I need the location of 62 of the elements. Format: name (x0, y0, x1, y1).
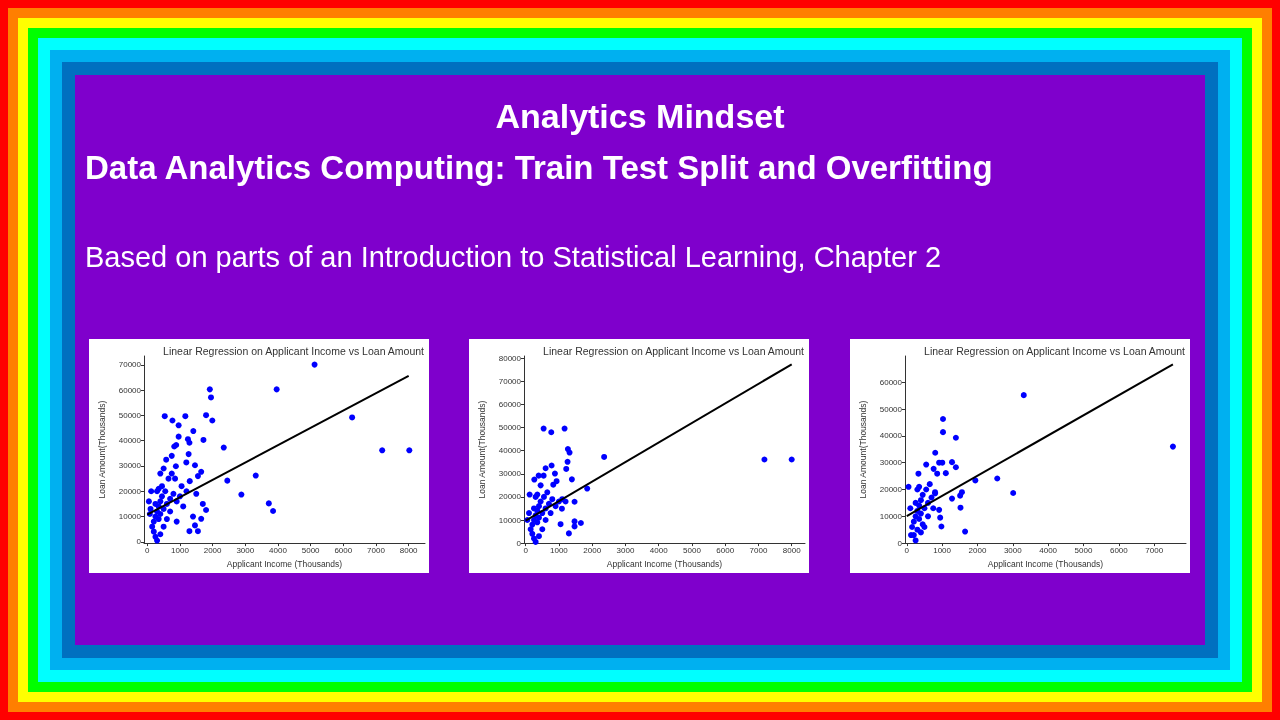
x-tick-label: 2000 (583, 545, 602, 555)
text: Data Analytics Computing: Train Test Split and Overfitting (85, 149, 993, 187)
x-tick-label: 5000 (683, 545, 702, 555)
y-tick-label: 30000 (879, 458, 903, 468)
y-tick-label: 0 (136, 537, 142, 547)
y-tick-label: 10000 (118, 512, 142, 522)
y-tick-label: 20000 (118, 486, 142, 496)
y-tick-label: 30000 (118, 461, 142, 471)
y-axis-title: Loan Amount(Thousands) (857, 400, 868, 499)
x-tick-label: 5000 (301, 545, 321, 555)
x-tick-label: 8000 (782, 545, 802, 555)
x-tick-label: 1000 (171, 545, 190, 555)
chart-title: Linear Regression on Applicant Income vs Loan Amount (543, 344, 805, 357)
text: Analytics Mindset (494, 97, 786, 136)
y-tick-label: 10000 (879, 511, 903, 521)
x-axis-title: Applicant Income (Thousands) (226, 558, 343, 569)
y-tick-label: 60000 (118, 385, 142, 395)
x-tick-label: 1000 (933, 545, 952, 555)
x-tick-label: 0 (523, 545, 529, 555)
x-tick-label: 3000 (616, 545, 635, 555)
y-tick-label: 70000 (118, 360, 142, 370)
y-tick-label: 60000 (879, 377, 903, 387)
y-tick-label: 0 (516, 538, 522, 548)
x-tick-label: 0 (904, 545, 910, 555)
x-tick-label: 8000 (399, 545, 419, 555)
x-tick-label: 2000 (203, 545, 223, 555)
x-tick-label: 0 (145, 545, 151, 555)
y-tick-label: 80000 (498, 353, 522, 363)
y-tick-label: 40000 (498, 446, 522, 456)
chart-title: Linear Regression on Applicant Income vs Loan Amount (163, 344, 425, 357)
y-tick-label: 60000 (498, 400, 522, 410)
y-tick-label: 30000 (498, 469, 522, 479)
y-tick-label: 50000 (879, 404, 903, 414)
y-tick-label: 20000 (498, 492, 522, 502)
x-tick-label: 5000 (1074, 545, 1093, 555)
y-tick-label: 50000 (118, 410, 142, 420)
x-axis-title: Applicant Income (Thousands) (987, 558, 1104, 569)
x-axis-title: Applicant Income (Thousands) (606, 558, 723, 569)
y-tick-label: 0 (897, 538, 903, 548)
x-tick-label: 6000 (716, 545, 735, 555)
y-tick-label: 70000 (498, 376, 522, 386)
x-tick-label: 7000 (367, 545, 386, 555)
x-tick-label: 6000 (334, 545, 353, 555)
x-tick-label: 3000 (236, 545, 255, 555)
y-axis-title: Loan Amount(Thousands) (96, 400, 107, 499)
x-tick-label: 2000 (968, 545, 987, 555)
x-tick-label: 4000 (269, 545, 288, 555)
y-tick-label: 20000 (879, 484, 903, 494)
x-tick-label: 4000 (1039, 545, 1058, 555)
text: Based on parts of an Introduction to Statistical Learning, Chapter 2 (85, 241, 942, 274)
y-tick-label: 10000 (498, 515, 522, 525)
x-tick-label: 7000 (749, 545, 768, 555)
y-tick-label: 40000 (879, 431, 903, 441)
y-tick-label: 40000 (118, 436, 142, 446)
x-tick-label: 4000 (649, 545, 669, 555)
y-tick-label: 50000 (498, 423, 522, 433)
chart-title: Linear Regression on Applicant Income vs Loan Amount (924, 344, 1186, 357)
x-tick-label: 1000 (550, 545, 569, 555)
x-tick-label: 6000 (1109, 545, 1129, 555)
x-tick-label: 7000 (1145, 545, 1164, 555)
y-axis-title: Loan Amount(Thousands) (476, 400, 487, 499)
x-tick-label: 3000 (1003, 545, 1023, 555)
